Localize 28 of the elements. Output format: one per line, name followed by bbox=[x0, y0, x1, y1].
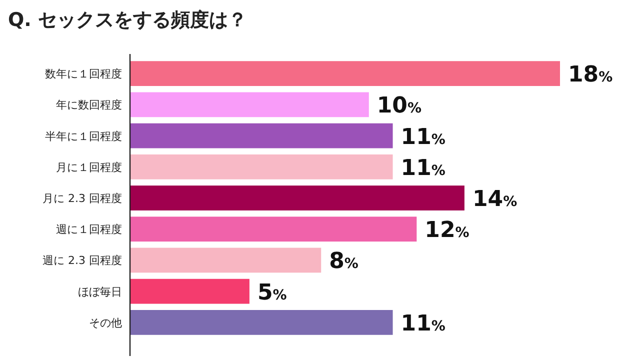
data-label: 11% bbox=[400, 156, 446, 181]
bar bbox=[130, 92, 369, 118]
data-label: 8% bbox=[329, 249, 358, 274]
data-label: 11% bbox=[400, 311, 446, 336]
bar bbox=[130, 123, 393, 148]
data-label: 11% bbox=[400, 124, 446, 150]
data-label: 10% bbox=[376, 94, 422, 119]
y-tick-label: 数年に１回程度 bbox=[45, 68, 122, 81]
bar bbox=[130, 278, 250, 304]
data-label: 5% bbox=[257, 280, 287, 306]
y-tick-label: 半年に１回程度 bbox=[45, 130, 122, 143]
y-tick-label: その他 bbox=[89, 316, 122, 330]
bar bbox=[130, 154, 393, 180]
y-tick-label: 月に１回程度 bbox=[56, 160, 122, 174]
y-tick-label: ほぼ毎日 bbox=[78, 285, 122, 298]
bar bbox=[130, 61, 560, 86]
y-tick-label: 年に数回程度 bbox=[56, 98, 122, 112]
y-tick-label: 月に 2.3 回程度 bbox=[42, 192, 122, 205]
data-label: 12% bbox=[424, 218, 470, 244]
y-tick-label: 週に１回程度 bbox=[56, 223, 122, 236]
bar bbox=[130, 310, 393, 335]
bar bbox=[130, 186, 464, 210]
data-label: 14% bbox=[472, 187, 518, 212]
bar bbox=[130, 216, 417, 242]
data-label: 18% bbox=[568, 62, 613, 88]
bar bbox=[130, 248, 322, 273]
y-tick-label: 週に 2.3 回程度 bbox=[42, 254, 122, 268]
chart-title: Q. セックスをする頻度は？ bbox=[8, 9, 247, 31]
